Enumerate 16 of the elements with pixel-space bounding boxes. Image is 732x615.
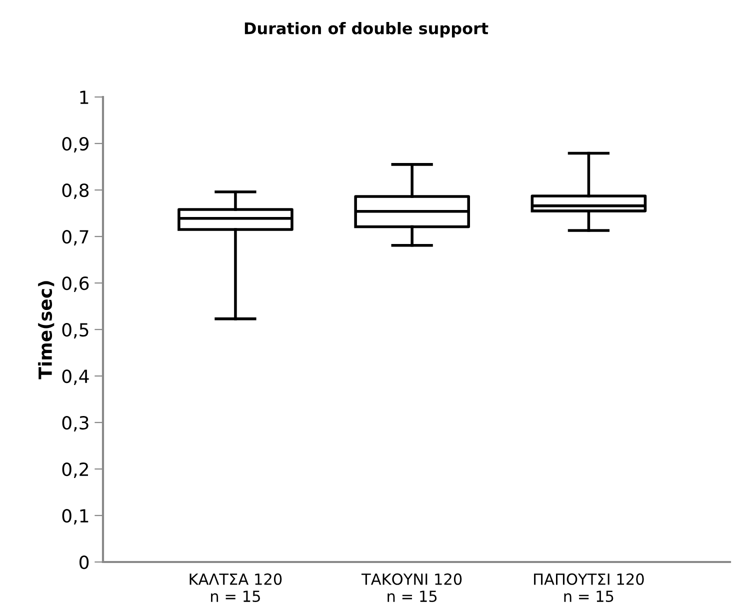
y-tick-label: 0: [80, 555, 89, 570]
chart-title: Duration of double support: [244, 22, 488, 38]
y-tick-label: 0,4: [62, 369, 89, 385]
x-tick-label: ΚΑΛΤΣΑ 120 n = 15: [190, 573, 282, 602]
y-tick-label: 0,1: [62, 508, 88, 524]
y-tick-label: 0,2: [62, 462, 88, 478]
y-axis-title: Time(sec): [38, 281, 54, 380]
y-tick-label: 0,5: [62, 322, 88, 338]
x-tick-label: ΠΑΠΟΥΤΣΙ 120 n = 15: [534, 573, 644, 602]
y-tick-label: 0,7: [62, 230, 88, 246]
x-tick-label: ΤΑΚΟΥΝΙ 120 n = 15: [361, 573, 462, 602]
y-tick-label: 0,3: [62, 416, 88, 432]
y-tick-label: 0,8: [62, 183, 89, 199]
y-tick-label: 1: [80, 90, 88, 104]
y-tick-label: 0,9: [62, 136, 89, 152]
y-tick-label: 0,6: [62, 276, 89, 292]
